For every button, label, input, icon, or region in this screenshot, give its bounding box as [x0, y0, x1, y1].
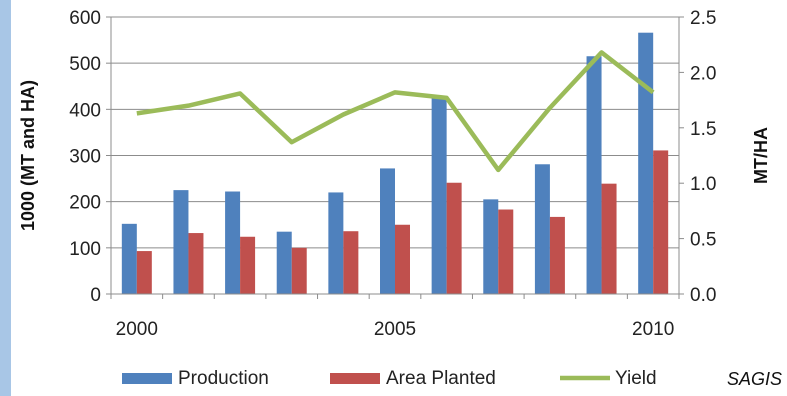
bar-area-planted [653, 150, 668, 294]
bar-area-planted [395, 225, 410, 294]
y-tick-label: 500 [69, 54, 101, 75]
yield-line [137, 52, 653, 169]
bar-production [587, 56, 602, 294]
y2-tick-label: 2.5 [690, 8, 716, 29]
bar-area-planted [137, 251, 152, 294]
bar-production [122, 224, 137, 294]
legend: Production Area Planted Yield SAGIS [122, 368, 782, 389]
bar-area-planted [240, 237, 255, 294]
y2-tick-label: 1.5 [690, 119, 716, 140]
yield-line-group [137, 52, 653, 169]
x-tick-label: 2010 [632, 319, 674, 340]
y-tick-label: 100 [69, 239, 101, 260]
bar-production [535, 164, 550, 294]
x-tick-label: 2000 [116, 319, 158, 340]
bar-production [483, 199, 498, 294]
bar-production [173, 190, 188, 294]
legend-swatch-area-planted [330, 373, 380, 384]
y-tick-label: 300 [69, 147, 101, 168]
bar-production [638, 33, 653, 294]
y-tick-label: 600 [69, 8, 101, 29]
bar-area-planted [188, 233, 203, 294]
y2-axis-title: MT/HA [751, 127, 771, 184]
y2-tick-label: 2.0 [690, 63, 716, 84]
bar-production [277, 232, 292, 294]
y2-tick-label: 0.5 [690, 230, 716, 251]
bar-production [380, 168, 395, 294]
legend-label-production: Production [178, 368, 269, 389]
bar-area-planted [602, 184, 617, 294]
legend-label-yield: Yield [615, 368, 657, 389]
bar-area-planted [498, 210, 513, 294]
bar-production [432, 96, 447, 294]
y2-tick-label: 0.0 [690, 285, 716, 306]
y-tick-label: 400 [69, 100, 101, 121]
y2-tick-label: 1.0 [690, 174, 716, 195]
y-tick-label: 0 [90, 285, 101, 306]
source-label: SAGIS [727, 369, 782, 389]
legend-swatch-production [122, 373, 172, 384]
legend-label-area-planted: Area Planted [386, 368, 496, 389]
y-axis-title: 1000 (MT and HA) [18, 80, 38, 231]
bar-production [328, 192, 343, 294]
bar-production [225, 192, 240, 294]
y-tick-label: 200 [69, 193, 101, 214]
bar-area-planted [343, 231, 358, 294]
x-tick-label: 2005 [374, 319, 416, 340]
bar-area-planted [447, 183, 462, 294]
bar-area-planted [292, 248, 307, 294]
bar-area-planted [550, 217, 565, 294]
